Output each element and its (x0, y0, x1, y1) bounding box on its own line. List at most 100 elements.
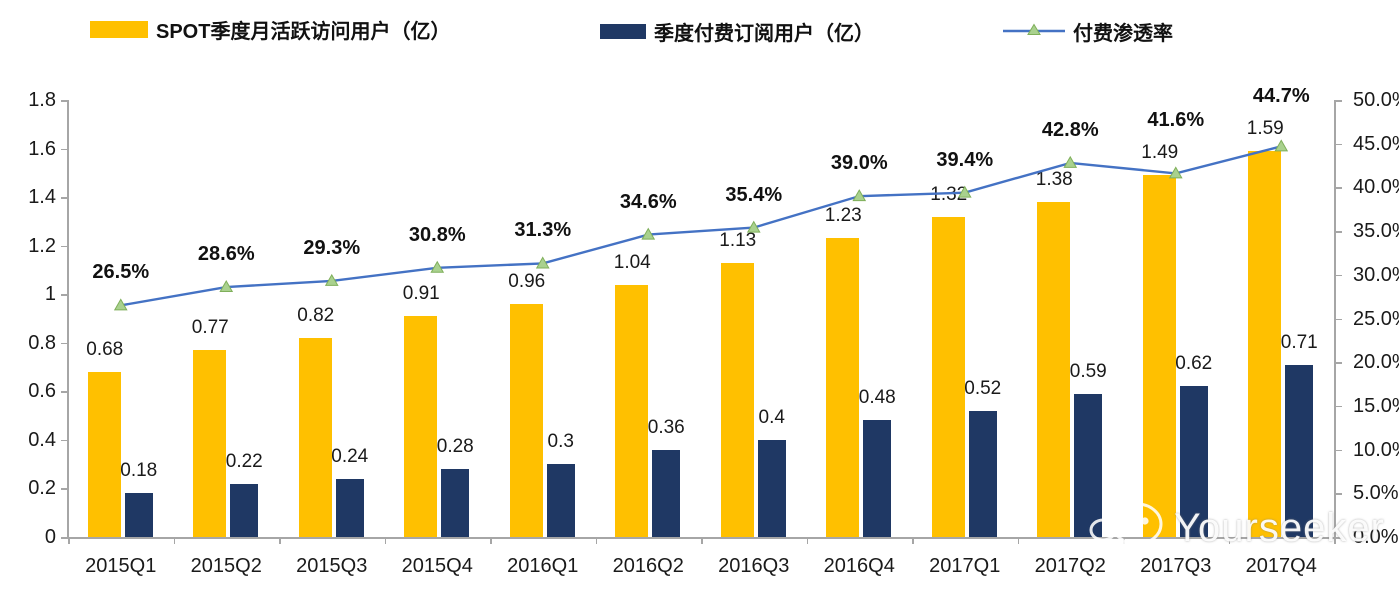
bar-subscribers-2016Q3 (757, 439, 786, 537)
x-axis-category-label: 2016Q1 (507, 555, 579, 577)
x-axis-category-label: 2015Q1 (85, 555, 157, 577)
left-axis-tick-label: 0.2 (28, 477, 56, 500)
penetration-marker-2016Q2 (641, 227, 656, 240)
penetration-marker-2017Q4 (1274, 139, 1289, 152)
penetration-marker-2015Q4 (430, 260, 445, 273)
legend-item-mau: SPOT季度月活跃访问用户（亿） (90, 16, 451, 43)
bar-label-mau-2015Q3: 0.82 (297, 304, 335, 326)
penetration-line (120, 145, 1282, 307)
x-axis-tick (1334, 537, 1336, 544)
right-axis-tick-label: 45.0% (1353, 132, 1399, 155)
right-axis-tick (1335, 187, 1342, 189)
penetration-marker-2016Q4 (852, 189, 867, 202)
bar-label-subscribers-2015Q1: 0.18 (120, 460, 158, 482)
x-axis-category-label: 2016Q2 (612, 555, 684, 577)
left-axis-tick-label: 1.2 (28, 234, 56, 257)
bar-mau-2015Q1 (87, 371, 121, 537)
right-axis-tick (1335, 318, 1342, 320)
bar-label-mau-2015Q1: 0.68 (86, 338, 124, 360)
bar-label-mau-2015Q2: 0.77 (191, 317, 229, 339)
right-axis-tick-label: 30.0% (1353, 263, 1399, 286)
bar-mau-2016Q3 (720, 262, 754, 537)
right-axis-tick (1335, 100, 1342, 102)
penetration-marker-2017Q2 (1063, 155, 1078, 168)
x-axis-tick (279, 537, 281, 544)
bar-subscribers-2017Q2 (1074, 393, 1103, 537)
right-axis-tick-label: 5.0% (1353, 482, 1399, 505)
left-axis-tick-label: 0.4 (28, 428, 56, 451)
bar-label-subscribers-2017Q4: 0.71 (1280, 331, 1318, 353)
bar-label-subscribers-2016Q2: 0.36 (647, 416, 685, 438)
bar-subscribers-2017Q4 (1285, 364, 1314, 537)
penetration-label-2017Q2: 42.8% (1041, 118, 1099, 141)
penetration-label-2016Q1: 31.3% (514, 219, 572, 242)
x-axis-category-label: 2015Q2 (190, 555, 262, 577)
bar-label-mau-2016Q4: 1.23 (824, 205, 862, 227)
x-axis-tick (384, 537, 386, 544)
right-axis-tick-label: 35.0% (1353, 220, 1399, 243)
bar-mau-2015Q4 (404, 316, 438, 537)
bar-label-subscribers-2017Q2: 0.59 (1069, 360, 1107, 382)
x-axis-category-label: 2015Q3 (296, 555, 368, 577)
left-axis-tick (61, 537, 68, 539)
penetration-legend-label: 付费渗透率 (1073, 22, 1173, 45)
mau-legend-swatch (90, 20, 148, 38)
bar-label-mau-2016Q1: 0.96 (508, 270, 546, 292)
mau-legend-label: SPOT季度月活跃访问用户（亿） (156, 20, 451, 43)
right-axis-tick-label: 20.0% (1353, 351, 1399, 374)
legend-item-subscribers: 季度付费订阅用户（亿） (600, 18, 874, 45)
left-axis-tick (61, 488, 68, 490)
subscribers-legend-swatch (600, 23, 646, 39)
x-axis-category-label: 2015Q4 (401, 555, 473, 577)
bar-subscribers-2015Q2 (230, 483, 259, 537)
bar-label-subscribers-2016Q1: 0.3 (547, 431, 574, 453)
right-axis-tick (1335, 362, 1342, 364)
right-axis-tick (1335, 449, 1342, 452)
right-axis-tick-label: 40.0% (1353, 176, 1399, 199)
bar-subscribers-2016Q4 (863, 420, 892, 537)
left-axis-tick (61, 245, 68, 248)
x-axis-category-label: 2017Q2 (1034, 555, 1106, 577)
right-axis-tick-label: 10.0% (1353, 438, 1399, 461)
right-axis-tick (1335, 274, 1342, 277)
penetration-label-2017Q3: 41.6% (1147, 109, 1205, 132)
right-axis-tick-label: 25.0% (1353, 307, 1399, 330)
x-axis-category-label: 2016Q4 (823, 555, 895, 577)
left-axis-tick-label: 0.6 (28, 380, 56, 403)
bar-label-subscribers-2015Q3: 0.24 (331, 445, 369, 467)
bar-subscribers-2015Q1 (124, 493, 153, 537)
x-axis-category-label: 2017Q4 (1245, 555, 1317, 577)
left-axis-tick (61, 100, 68, 102)
right-axis-tick (1335, 231, 1342, 233)
left-axis-tick-label: 1 (44, 283, 56, 306)
right-axis-tick (1335, 493, 1342, 495)
bar-mau-2015Q3 (298, 337, 332, 537)
right-axis-line (1334, 100, 1336, 537)
right-axis-tick-label: 0.0% (1353, 526, 1399, 548)
bar-mau-2016Q2 (615, 284, 649, 537)
x-axis-tick (595, 537, 597, 544)
right-axis-tick (1335, 537, 1342, 539)
x-axis-category-label: 2017Q3 (1140, 555, 1212, 577)
penetration-marker-2015Q1 (113, 298, 128, 311)
bar-subscribers-2017Q3 (1179, 386, 1208, 537)
left-axis-tick-label: 1.8 (28, 89, 56, 111)
left-axis-tick-label: 1.4 (28, 186, 56, 209)
bar-label-mau-2016Q2: 1.04 (613, 251, 651, 273)
bar-subscribers-2017Q1 (968, 410, 997, 537)
left-axis-tick-label: 1.6 (28, 137, 56, 160)
bar-label-subscribers-2017Q3: 0.62 (1175, 353, 1213, 375)
x-axis-category-label: 2016Q3 (718, 555, 790, 577)
x-axis-tick (806, 537, 808, 544)
bar-label-mau-2015Q4: 0.91 (402, 283, 440, 305)
right-axis-tick (1335, 143, 1342, 146)
x-axis-tick (701, 537, 703, 544)
left-axis-tick (61, 342, 68, 345)
bar-mau-2016Q1 (509, 303, 543, 537)
bar-label-subscribers-2016Q3: 0.4 (758, 406, 785, 428)
x-axis-tick (68, 537, 70, 544)
legend-item-penetration: 付费渗透率 (1003, 18, 1173, 45)
left-axis-tick (61, 197, 68, 199)
penetration-marker-2015Q3 (324, 273, 339, 286)
left-axis-tick (61, 391, 68, 393)
